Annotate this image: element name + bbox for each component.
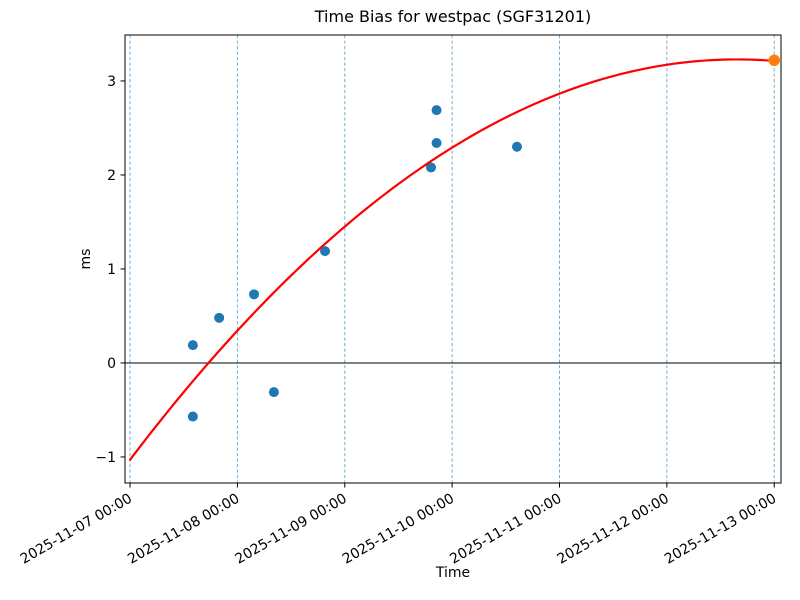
- x-tick-label: 2025-11-10 00:00: [340, 491, 457, 568]
- measurements-point: [249, 289, 260, 300]
- y-tick-label: −1: [95, 450, 116, 466]
- x-tick-label: 2025-11-08 00:00: [125, 491, 242, 568]
- prediction-point: [768, 54, 780, 66]
- measurements-point: [214, 312, 225, 323]
- x-tick-label: 2025-11-07 00:00: [18, 491, 135, 568]
- chart-title: Time Bias for westpac (SGF31201): [314, 7, 592, 26]
- measurements-point: [320, 246, 331, 257]
- measurements-point: [431, 105, 442, 116]
- measurements-point: [425, 162, 436, 173]
- x-tick-label: 2025-11-11 00:00: [447, 491, 564, 568]
- x-tick-label: 2025-11-09 00:00: [233, 491, 350, 568]
- y-tick-label: 1: [107, 262, 116, 278]
- y-tick-label: 2: [107, 168, 116, 184]
- measurements-point: [187, 411, 198, 422]
- measurements-point: [431, 138, 442, 149]
- measurements-point: [511, 141, 522, 152]
- y-tick-label: 0: [107, 356, 116, 372]
- measurements-point: [187, 340, 198, 351]
- x-tick-label: 2025-11-12 00:00: [555, 491, 672, 568]
- x-tick-label: 2025-11-13 00:00: [662, 491, 779, 568]
- measurements-point: [268, 387, 279, 398]
- y-tick-label: 3: [107, 74, 116, 90]
- x-axis-label: Time: [435, 565, 471, 581]
- y-axis-label: ms: [78, 248, 94, 270]
- fit-curve: [128, 58, 778, 461]
- plot-border: [124, 34, 782, 484]
